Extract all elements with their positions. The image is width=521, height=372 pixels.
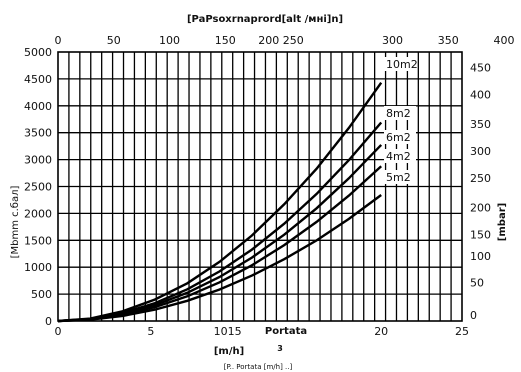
right-tick-label: 400 xyxy=(470,88,491,101)
axis-ticks: 0500100015002000250030003500400045005000… xyxy=(24,34,515,338)
series-label-5m2: 5m2 xyxy=(386,171,411,184)
x-tick-label: 0 xyxy=(55,325,62,338)
right-tick-label: 100 xyxy=(470,250,491,263)
top-tick-label: 200 250 xyxy=(258,34,304,47)
top-tick-label: 150 xyxy=(215,34,236,47)
right-tick-label: 450 xyxy=(470,62,491,75)
series-line-10m2 xyxy=(57,82,383,323)
plot-frame xyxy=(57,51,463,322)
y-tick-label: 500 xyxy=(31,288,52,301)
y-tick-label: 5000 xyxy=(24,46,52,59)
x-tick-label: 25 xyxy=(455,325,469,338)
series-label-8m2: 8m2 xyxy=(386,107,411,120)
right-tick-label: 300 xyxy=(470,145,491,158)
right-tick-label: 200 xyxy=(470,201,491,214)
right-axis-label: [mbar] xyxy=(497,203,508,241)
series-lines: 10m2 8m2 6m2 4m2 5m2 xyxy=(57,57,418,323)
grid xyxy=(58,52,462,321)
y-tick-label: 4500 xyxy=(24,73,52,86)
x-tick-label: 20 xyxy=(374,325,388,338)
top-tick-label: 50 xyxy=(107,34,121,47)
right-tick-label: 350 xyxy=(470,118,491,131)
top-axis-label: [PaPsoxrnaprord[alt /мнi]n] xyxy=(187,14,343,25)
y-tick-label: 0 xyxy=(45,315,52,328)
series-line-4m2 xyxy=(57,165,383,323)
series-label-bg xyxy=(384,149,416,163)
y-tick-label: 1000 xyxy=(24,261,52,274)
y-tick-label: 3000 xyxy=(24,154,52,167)
x-axis-unit: [m/h] xyxy=(214,346,244,357)
x-axis-secondary-label: [P.. Portata [m/h] ..] xyxy=(224,363,293,371)
right-tick-label: 0 xyxy=(470,309,477,322)
top-tick-label: 100 xyxy=(159,34,180,47)
series-line-5m2 xyxy=(57,194,382,323)
series-line-8m2 xyxy=(57,121,383,323)
x-tick-label: 1015 xyxy=(214,325,242,338)
x-axis-unit-superscript: 3 xyxy=(277,344,283,353)
right-tick-label: 150 xyxy=(470,228,491,241)
series-label-bg xyxy=(384,130,416,144)
series-label-bg xyxy=(384,106,416,120)
x-tick-label: 5 xyxy=(147,325,154,338)
top-tick-label: 300 xyxy=(382,34,403,47)
series-label-bg xyxy=(384,57,416,71)
series-label-10m2: 10m2 xyxy=(386,58,418,71)
y-tick-label: 1500 xyxy=(24,234,52,247)
right-tick-label: 250 xyxy=(470,172,491,185)
y-tick-label: 3500 xyxy=(24,127,52,140)
y-tick-label: 4000 xyxy=(24,100,52,113)
top-tick-label: 350 xyxy=(438,34,459,47)
right-tick-label: 50 xyxy=(470,277,484,290)
x-axis-label: Portata xyxy=(265,326,307,337)
y-axis-label: [Mbmm c.бaл] xyxy=(10,186,21,259)
series-label-bg xyxy=(384,170,416,184)
series-label-4m2: 4m2 xyxy=(386,150,411,163)
series-label-6m2: 6m2 xyxy=(386,131,411,144)
y-tick-label: 2500 xyxy=(24,181,52,194)
y-tick-label: 2000 xyxy=(24,207,52,220)
top-tick-label: 0 xyxy=(55,34,62,47)
top-tick-label: 400 xyxy=(494,34,515,47)
